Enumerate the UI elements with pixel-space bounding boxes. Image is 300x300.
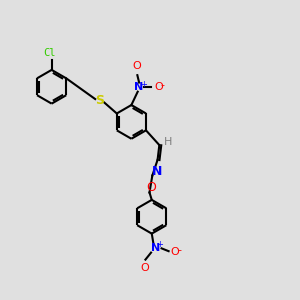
Text: N: N	[152, 165, 162, 178]
Text: O: O	[154, 82, 163, 92]
Text: S: S	[95, 94, 104, 107]
Text: O: O	[133, 61, 141, 71]
Text: N: N	[134, 82, 144, 92]
Text: -: -	[177, 245, 181, 255]
Text: O: O	[140, 263, 149, 273]
Text: Cl: Cl	[43, 48, 56, 58]
Text: -: -	[161, 80, 165, 90]
Text: +: +	[140, 80, 147, 89]
Text: +: +	[156, 240, 163, 249]
Text: H: H	[164, 137, 172, 147]
Text: N: N	[151, 243, 160, 254]
Text: O: O	[171, 247, 179, 257]
Text: O: O	[146, 181, 156, 194]
